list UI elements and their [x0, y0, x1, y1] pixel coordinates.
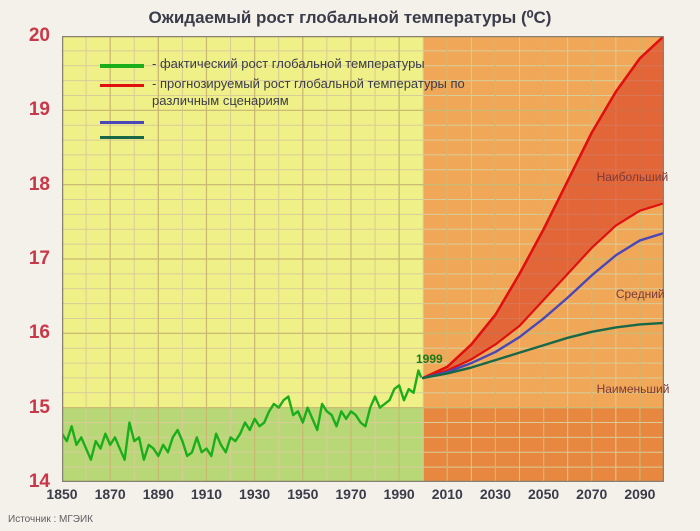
y-tick-label: 19 — [29, 99, 50, 121]
legend-swatch — [100, 84, 144, 87]
source-text: Источник : МГЭИК — [8, 514, 93, 525]
legend-text: - прогнозируемый рост глобальной темпера… — [152, 76, 482, 109]
x-tick-label: 2010 — [432, 486, 463, 502]
legend-text: - фактический рост глобальной температур… — [152, 56, 425, 72]
legend-row: - прогнозируемый рост глобальной темпера… — [100, 76, 482, 109]
legend-row — [100, 113, 482, 124]
legend-box: - фактический рост глобальной температур… — [90, 50, 492, 151]
legend-swatch — [100, 64, 144, 68]
chart-container: Ожидаемый рост глобальной температуры (⁰… — [0, 0, 700, 531]
x-tick-label: 1870 — [95, 486, 126, 502]
x-tick-label: 1970 — [335, 486, 366, 502]
x-tick-label: 1990 — [384, 486, 415, 502]
legend-row — [100, 128, 482, 139]
year-marker: 1999 — [416, 352, 443, 366]
x-tick-label: 1910 — [191, 486, 222, 502]
x-tick-label: 1890 — [143, 486, 174, 502]
chart-title: Ожидаемый рост глобальной температуры (⁰… — [0, 8, 700, 28]
y-tick-label: 17 — [29, 248, 50, 270]
label-mid: Средний — [616, 287, 665, 301]
x-axis-labels: 1850187018901910193019501970199020102030… — [62, 486, 664, 506]
x-tick-label: 1930 — [239, 486, 270, 502]
x-tick-label: 2050 — [528, 486, 559, 502]
x-tick-label: 2070 — [576, 486, 607, 502]
x-tick-label: 1850 — [46, 486, 77, 502]
label-low: Наименьший — [597, 382, 670, 396]
x-tick-label: 2090 — [624, 486, 655, 502]
legend-swatch — [100, 136, 144, 139]
plot-area: - фактический рост глобальной температур… — [62, 36, 664, 482]
legend-swatch — [100, 121, 144, 124]
y-tick-label: 20 — [29, 25, 50, 47]
y-tick-label: 18 — [29, 174, 50, 196]
x-tick-label: 1950 — [287, 486, 318, 502]
y-tick-label: 16 — [29, 322, 50, 344]
y-tick-label: 15 — [29, 397, 50, 419]
legend-row: - фактический рост глобальной температур… — [100, 56, 482, 72]
label-high: Наибольший — [597, 170, 669, 184]
y-axis-labels: 14151617181920 — [0, 36, 58, 482]
x-tick-label: 2030 — [480, 486, 511, 502]
